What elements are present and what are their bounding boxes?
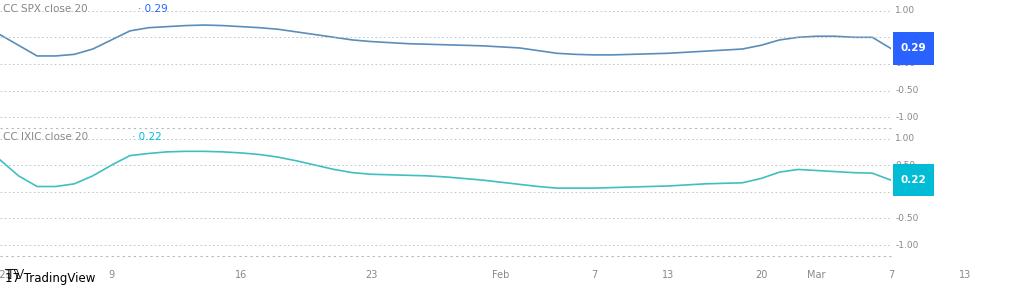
Text: 1.00: 1.00 <box>895 134 915 143</box>
Text: 13: 13 <box>663 270 674 280</box>
Text: CC IXIC close 20: CC IXIC close 20 <box>3 132 88 142</box>
Text: 0.22: 0.22 <box>900 175 927 185</box>
Text: 17 TradingView: 17 TradingView <box>5 272 95 285</box>
Text: -1.00: -1.00 <box>895 113 919 122</box>
Text: -0.50: -0.50 <box>895 86 919 95</box>
Text: 7: 7 <box>591 270 597 280</box>
Text: 9: 9 <box>109 270 115 280</box>
Text: · 0.22: · 0.22 <box>132 132 162 142</box>
Text: Mar: Mar <box>807 270 826 280</box>
Text: 0.29: 0.29 <box>900 44 927 54</box>
FancyBboxPatch shape <box>893 32 934 65</box>
Text: 0.50: 0.50 <box>895 33 915 42</box>
Text: 13: 13 <box>959 270 971 280</box>
Text: 16: 16 <box>236 270 248 280</box>
Text: 0.50: 0.50 <box>895 161 915 170</box>
Text: -0.50: -0.50 <box>895 214 919 223</box>
Text: -1.00: -1.00 <box>895 240 919 250</box>
Text: 7: 7 <box>888 270 894 280</box>
Text: · 0.29: · 0.29 <box>138 4 168 14</box>
Text: Feb: Feb <box>493 270 510 280</box>
Text: 𝕋𝕍: 𝕋𝕍 <box>5 268 26 282</box>
Text: 1.00: 1.00 <box>895 6 915 15</box>
Text: 23: 23 <box>365 270 378 280</box>
Text: 2023: 2023 <box>0 270 12 280</box>
Text: 20: 20 <box>755 270 767 280</box>
Text: 0.00: 0.00 <box>895 187 915 196</box>
Text: 0.00: 0.00 <box>895 59 915 69</box>
FancyBboxPatch shape <box>893 164 934 196</box>
Text: CC SPX close 20: CC SPX close 20 <box>3 4 87 14</box>
